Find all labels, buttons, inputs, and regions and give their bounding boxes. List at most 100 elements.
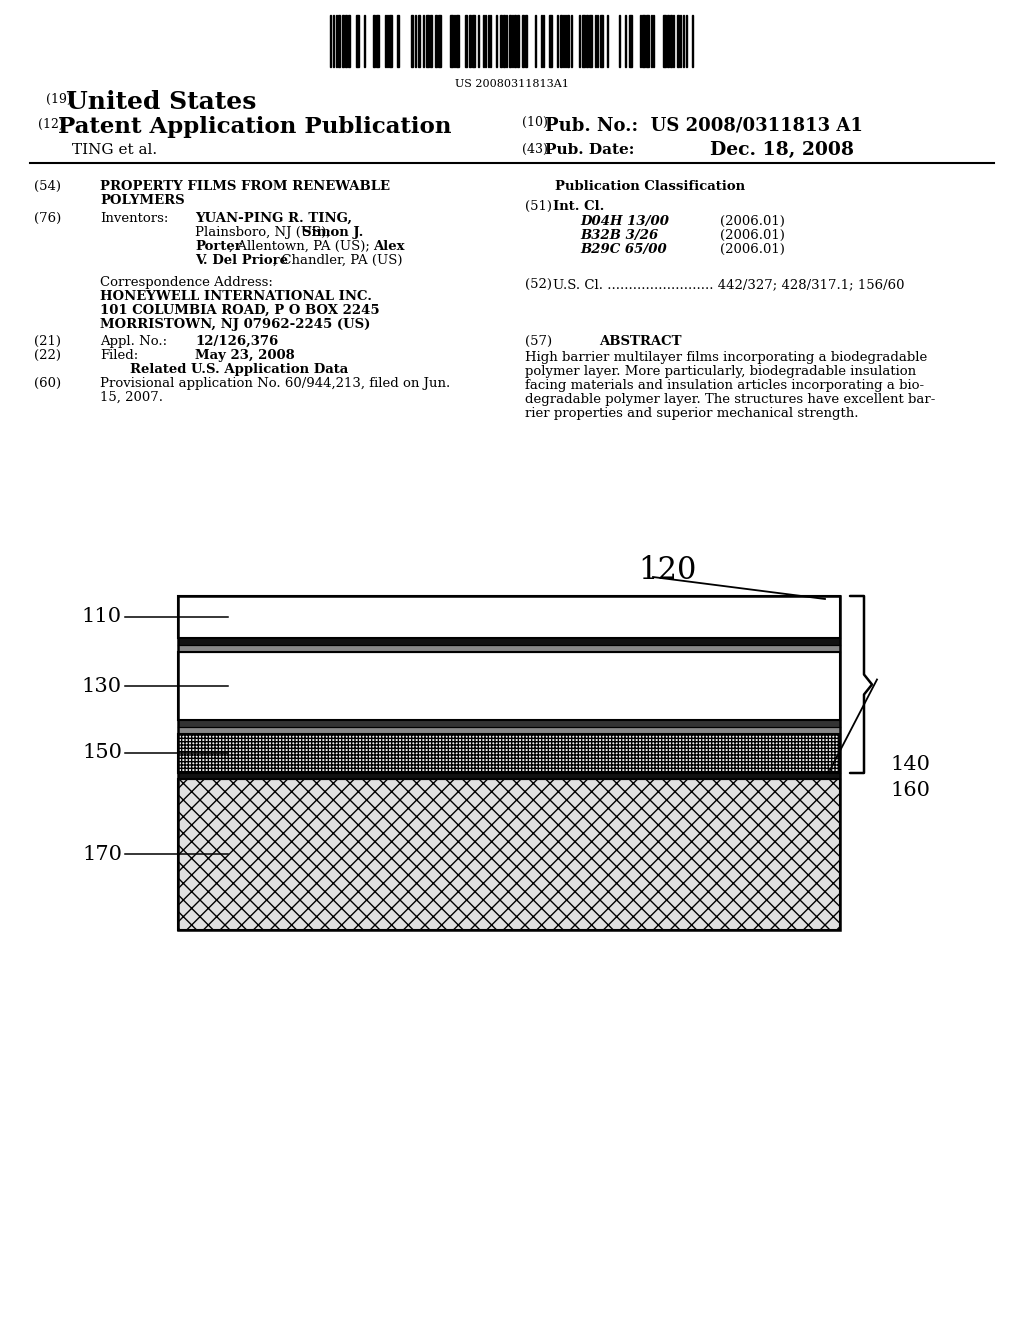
Bar	[178, 779, 840, 931]
Bar	[509, 15, 511, 67]
Text: (51): (51)	[525, 201, 552, 213]
Bar	[348, 15, 350, 67]
Text: POLYMERS: POLYMERS	[100, 194, 184, 207]
Bar	[178, 597, 840, 638]
Bar	[178, 652, 840, 719]
Text: Inventors:: Inventors:	[100, 213, 168, 224]
Bar	[389, 15, 392, 67]
Text: D04H 13/00: D04H 13/00	[580, 215, 669, 228]
Bar	[426, 15, 429, 67]
Bar	[646, 15, 649, 67]
Bar	[500, 15, 502, 67]
Text: 130: 130	[82, 676, 122, 696]
Text: US 20080311813A1: US 20080311813A1	[455, 79, 569, 88]
Text: MORRISTOWN, NJ 07962-2245 (US): MORRISTOWN, NJ 07962-2245 (US)	[100, 318, 371, 331]
Bar	[586, 15, 588, 67]
Text: facing materials and insulation articles incorporating a bio-: facing materials and insulation articles…	[525, 379, 924, 392]
Text: Simon J.: Simon J.	[302, 226, 364, 239]
Text: YUAN-PING R. TING,: YUAN-PING R. TING,	[195, 213, 352, 224]
Text: (22): (22)	[34, 348, 61, 362]
Text: Filed:: Filed:	[100, 348, 138, 362]
Text: (60): (60)	[34, 378, 61, 389]
Bar	[642, 15, 645, 67]
Text: B29C 65/00: B29C 65/00	[580, 243, 667, 256]
Text: Publication Classification: Publication Classification	[555, 180, 745, 193]
Bar	[356, 15, 359, 67]
Text: TING et al.: TING et al.	[72, 143, 157, 157]
Bar	[338, 15, 340, 67]
Bar	[373, 15, 375, 67]
Bar	[514, 15, 516, 67]
Text: Provisional application No. 60/944,213, filed on Jun.: Provisional application No. 60/944,213, …	[100, 378, 451, 389]
Text: , Chandler, PA (US): , Chandler, PA (US)	[273, 253, 402, 267]
Bar	[517, 15, 519, 67]
Bar	[178, 719, 840, 727]
Text: (10): (10)	[522, 116, 548, 129]
Text: degradable polymer layer. The structures have excellent bar-: degradable polymer layer. The structures…	[525, 393, 935, 407]
Text: (76): (76)	[34, 213, 61, 224]
Text: Appl. No.:: Appl. No.:	[100, 335, 167, 348]
Text: Pub. Date:: Pub. Date:	[545, 143, 635, 157]
Text: (54): (54)	[34, 180, 61, 193]
Text: Plainsboro, NJ (US);: Plainsboro, NJ (US);	[195, 226, 335, 239]
Bar	[465, 15, 467, 67]
Text: rier properties and superior mechanical strength.: rier properties and superior mechanical …	[525, 407, 858, 420]
Text: Patent Application Publication: Patent Application Publication	[58, 116, 452, 139]
Text: (52): (52)	[525, 279, 552, 290]
Text: Pub. No.:  US 2008/0311813 A1: Pub. No.: US 2008/0311813 A1	[545, 116, 863, 135]
Text: 150: 150	[82, 743, 122, 763]
Bar	[582, 15, 585, 67]
Text: United States: United States	[66, 90, 256, 114]
Bar	[677, 15, 679, 67]
Bar	[376, 15, 379, 67]
Text: PROPERTY FILMS FROM RENEWABLE: PROPERTY FILMS FROM RENEWABLE	[100, 180, 390, 193]
Text: 160: 160	[890, 781, 930, 800]
Bar	[411, 15, 413, 67]
Text: Alex: Alex	[373, 240, 404, 253]
Text: B32B 3/26: B32B 3/26	[580, 228, 658, 242]
Bar	[397, 15, 399, 67]
Text: Related U.S. Application Data: Related U.S. Application Data	[130, 363, 348, 376]
Text: Correspondence Address:: Correspondence Address:	[100, 276, 272, 289]
Text: (57): (57)	[525, 335, 552, 348]
Text: HONEYWELL INTERNATIONAL INC.: HONEYWELL INTERNATIONAL INC.	[100, 290, 372, 304]
Bar	[178, 645, 840, 652]
Text: (43): (43)	[522, 143, 548, 156]
Bar	[472, 15, 475, 67]
Text: 12/126,376: 12/126,376	[195, 335, 279, 348]
Bar	[450, 15, 453, 67]
Bar	[667, 15, 669, 67]
Text: Dec. 18, 2008: Dec. 18, 2008	[710, 141, 854, 158]
Text: V. Del Priore: V. Del Priore	[195, 253, 288, 267]
Bar	[342, 15, 344, 67]
Text: 170: 170	[82, 845, 122, 863]
Text: 15, 2007.: 15, 2007.	[100, 391, 163, 404]
Text: May 23, 2008: May 23, 2008	[195, 348, 295, 362]
Bar	[430, 15, 432, 67]
Text: , Allentown, PA (US);: , Allentown, PA (US);	[229, 240, 374, 253]
Text: High barrier multilayer films incorporating a biodegradable: High barrier multilayer films incorporat…	[525, 351, 928, 364]
Bar	[178, 734, 840, 774]
Bar	[178, 638, 840, 645]
Bar	[670, 15, 672, 67]
Text: 120: 120	[638, 554, 696, 586]
Bar	[663, 15, 666, 67]
Bar	[503, 15, 505, 67]
Bar	[178, 774, 840, 779]
Text: 101 COLUMBIA ROAD, P O BOX 2245: 101 COLUMBIA ROAD, P O BOX 2245	[100, 304, 380, 317]
Bar	[560, 15, 562, 67]
Text: (21): (21)	[34, 335, 61, 348]
Bar	[522, 15, 524, 67]
Bar	[525, 15, 527, 67]
Bar	[178, 597, 840, 931]
Text: Porter: Porter	[195, 240, 242, 253]
Bar	[418, 15, 420, 67]
Text: Int. Cl.: Int. Cl.	[553, 201, 604, 213]
Text: 140: 140	[890, 755, 930, 775]
Bar	[438, 15, 441, 67]
Text: ABSTRACT: ABSTRACT	[599, 335, 681, 348]
Text: (2006.01): (2006.01)	[720, 243, 784, 256]
Bar	[589, 15, 592, 67]
Bar	[178, 727, 840, 734]
Text: U.S. Cl. ......................... 442/327; 428/317.1; 156/60: U.S. Cl. ......................... 442/3…	[553, 279, 904, 290]
